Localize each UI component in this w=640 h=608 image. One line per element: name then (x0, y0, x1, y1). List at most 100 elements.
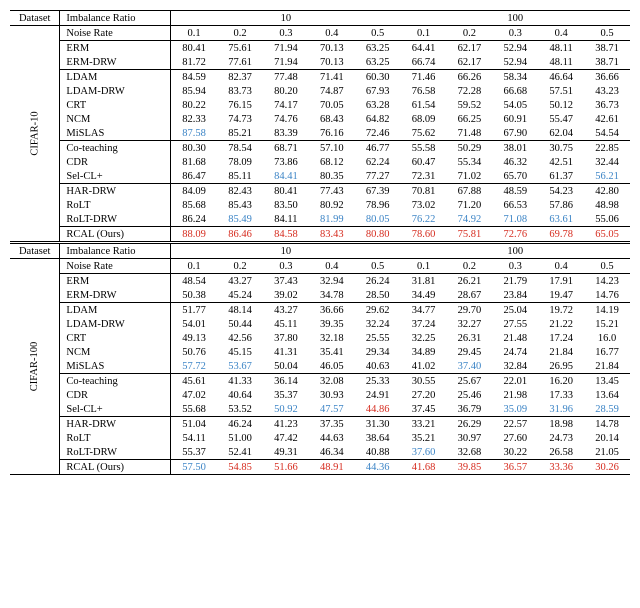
value-cell: 60.30 (355, 70, 401, 85)
header-nr-1-4: 0.5 (584, 259, 630, 274)
value-cell: 50.76 (171, 345, 218, 359)
value-cell: 36.66 (584, 70, 630, 85)
value-cell: 48.91 (309, 460, 355, 475)
value-cell: 55.58 (401, 141, 447, 156)
value-cell: 68.09 (401, 112, 447, 126)
value-cell: 19.72 (538, 303, 584, 318)
header-nr-1-2: 0.3 (492, 259, 538, 274)
value-cell: 41.68 (401, 460, 447, 475)
value-cell: 40.64 (217, 388, 263, 402)
value-cell: 29.62 (355, 303, 401, 318)
value-cell: 54.11 (171, 431, 218, 445)
method-label: MiSLAS (60, 126, 171, 141)
value-cell: 36.57 (492, 460, 538, 475)
value-cell: 55.47 (538, 112, 584, 126)
value-cell: 26.24 (355, 274, 401, 289)
value-cell: 46.64 (538, 70, 584, 85)
value-cell: 82.33 (171, 112, 218, 126)
value-cell: 24.73 (538, 431, 584, 445)
value-cell: 37.45 (401, 402, 447, 417)
value-cell: 14.19 (584, 303, 630, 318)
value-cell: 34.49 (401, 288, 447, 303)
value-cell: 39.02 (263, 288, 309, 303)
value-cell: 14.78 (584, 417, 630, 432)
value-cell: 70.13 (309, 55, 355, 70)
value-cell: 53.67 (217, 359, 263, 374)
value-cell: 27.20 (401, 388, 447, 402)
value-cell: 47.57 (309, 402, 355, 417)
method-label: LDAM (60, 70, 171, 85)
value-cell: 55.37 (171, 445, 218, 460)
value-cell: 37.24 (401, 317, 447, 331)
value-cell: 50.04 (263, 359, 309, 374)
value-cell: 62.04 (538, 126, 584, 141)
value-cell: 53.52 (217, 402, 263, 417)
value-cell: 50.29 (446, 141, 492, 156)
value-cell: 80.80 (355, 227, 401, 243)
value-cell: 80.92 (309, 198, 355, 212)
header-nr-0-1: 0.2 (217, 259, 263, 274)
value-cell: 71.20 (446, 198, 492, 212)
value-cell: 61.54 (401, 98, 447, 112)
value-cell: 29.70 (446, 303, 492, 318)
value-cell: 17.91 (538, 274, 584, 289)
value-cell: 47.42 (263, 431, 309, 445)
header-nr-1-0: 0.1 (401, 259, 447, 274)
value-cell: 66.25 (446, 112, 492, 126)
value-cell: 65.70 (492, 169, 538, 184)
value-cell: 39.85 (446, 460, 492, 475)
value-cell: 50.12 (538, 98, 584, 112)
method-label: Co-teaching (60, 374, 171, 389)
value-cell: 25.46 (446, 388, 492, 402)
value-cell: 74.73 (217, 112, 263, 126)
value-cell: 57.51 (538, 84, 584, 98)
value-cell: 63.28 (355, 98, 401, 112)
method-label: ERM-DRW (60, 55, 171, 70)
value-cell: 70.05 (309, 98, 355, 112)
value-cell: 43.27 (217, 274, 263, 289)
value-cell: 78.09 (217, 155, 263, 169)
value-cell: 54.23 (538, 184, 584, 199)
value-cell: 41.31 (263, 345, 309, 359)
method-label: HAR-DRW (60, 184, 171, 199)
header-nr-0-4: 0.5 (355, 259, 401, 274)
header-nr-0-4: 0.5 (355, 26, 401, 41)
value-cell: 67.39 (355, 184, 401, 199)
value-cell: 14.76 (584, 288, 630, 303)
value-cell: 76.16 (309, 126, 355, 141)
method-label: LDAM-DRW (60, 317, 171, 331)
value-cell: 44.36 (355, 460, 401, 475)
value-cell: 87.58 (171, 126, 218, 141)
value-cell: 67.93 (355, 84, 401, 98)
value-cell: 42.61 (584, 112, 630, 126)
value-cell: 85.68 (171, 198, 218, 212)
value-cell: 26.95 (538, 359, 584, 374)
value-cell: 76.15 (217, 98, 263, 112)
value-cell: 67.88 (446, 184, 492, 199)
value-cell: 83.39 (263, 126, 309, 141)
value-cell: 54.85 (217, 460, 263, 475)
value-cell: 57.50 (171, 460, 218, 475)
value-cell: 80.35 (309, 169, 355, 184)
value-cell: 43.23 (584, 84, 630, 98)
value-cell: 41.33 (217, 374, 263, 389)
value-cell: 67.90 (492, 126, 538, 141)
value-cell: 24.91 (355, 388, 401, 402)
method-label: RCAL (Ours) (60, 460, 171, 475)
value-cell: 26.58 (538, 445, 584, 460)
value-cell: 31.96 (538, 402, 584, 417)
method-label: RoLT-DRW (60, 445, 171, 460)
value-cell: 74.92 (446, 212, 492, 227)
value-cell: 48.98 (584, 198, 630, 212)
value-cell: 21.84 (538, 345, 584, 359)
value-cell: 68.12 (309, 155, 355, 169)
value-cell: 78.96 (355, 198, 401, 212)
value-cell: 20.14 (584, 431, 630, 445)
value-cell: 68.71 (263, 141, 309, 156)
value-cell: 74.76 (263, 112, 309, 126)
value-cell: 17.33 (538, 388, 584, 402)
value-cell: 32.68 (446, 445, 492, 460)
header-nr-0-3: 0.4 (309, 26, 355, 41)
value-cell: 25.04 (492, 303, 538, 318)
value-cell: 52.41 (217, 445, 263, 460)
